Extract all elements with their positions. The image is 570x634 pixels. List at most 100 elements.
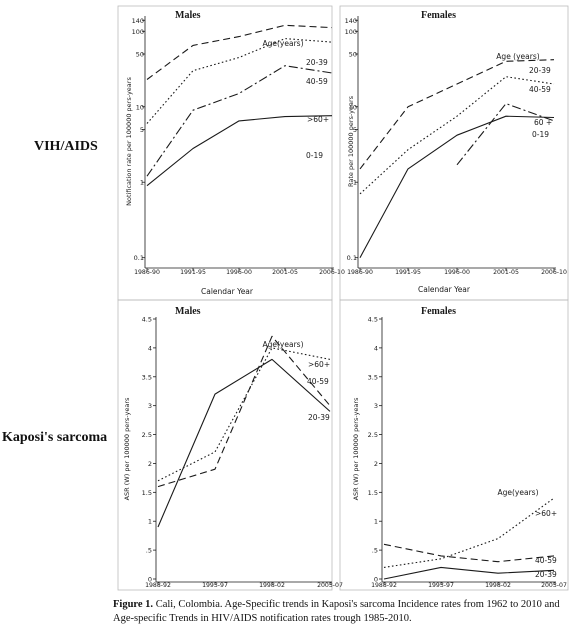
panel-1-y-label: Rate per 100000 pers-years: [347, 95, 355, 187]
panel-1-series-label: 0-19: [532, 130, 549, 139]
panel-1-title: Females: [421, 10, 456, 21]
panel-1-series-line: [359, 76, 555, 195]
panel-1-y-tick-label: 140: [345, 17, 357, 25]
panel-3-y-label: ASR (W) per 100000 pers-years: [352, 397, 360, 500]
panel-3-y-tick-label: 1.5: [368, 489, 378, 497]
panel-3-x-tick-label: 1993-97: [428, 582, 454, 589]
panel-2-x-tick-label: 1993-97: [202, 582, 228, 589]
panel-1-legend-title: Age (years): [496, 52, 539, 61]
panel-1-x-tick-label: 1991-95: [395, 269, 421, 276]
panel-2-frame: [117, 299, 333, 591]
panel-2-series-label: >60+: [308, 360, 330, 369]
panel-1-y-tick-label: 50: [349, 51, 357, 59]
panel-2-x-tick-label: 1988-92: [145, 582, 171, 589]
panel-0-y-tick-label: 5: [140, 126, 144, 134]
panel-3-y-tick-label: 3: [374, 402, 378, 410]
panel-0-y-tick-label: 0.1: [134, 254, 144, 262]
panel-1-x-tick-label: 2001-05: [493, 269, 519, 276]
panel-2-y-tick-label: 1: [148, 518, 152, 526]
panel-2-y-tick-label: 2.5: [142, 431, 152, 439]
panel-1-y-tick-label: 0.1: [347, 254, 357, 262]
panel-1-y-tick-label: 5: [353, 126, 357, 134]
panel-1-x-tick-label: 2006-10: [541, 269, 567, 276]
panel-0-y-label: Notification rate per 100000 pers-years: [125, 77, 133, 206]
panel-0-series-line: [146, 24, 333, 80]
panel-2-legend-title: Age(years): [263, 340, 304, 349]
panel-3-series-label: 20-39: [535, 570, 557, 579]
panel-0-series-label: >60+: [307, 115, 329, 124]
panel-3-y-tick-label: 4: [374, 344, 378, 352]
panel-2-series-line: [157, 347, 331, 482]
panel-1-frame: [339, 5, 569, 301]
panel-2-y-tick-label: 4: [148, 344, 152, 352]
panel-0-series-label: 0-19: [306, 151, 323, 160]
panel-1-y-tick-label: 1: [353, 179, 357, 187]
panel-3-series-label: >60+: [535, 509, 557, 518]
panel-0-series-line: [146, 38, 333, 124]
row-label-kaposi: Kaposi's sarcoma: [2, 430, 108, 445]
panel-3-series-line: [383, 566, 555, 580]
figure-caption: Figure 1. Cali, Colombia. Age-Specific t…: [113, 598, 563, 626]
panel-1-x-tick-label: 1986-90: [347, 269, 373, 276]
panel-0-frame: [117, 5, 333, 301]
panel-0-series-label: 20-39: [306, 58, 328, 67]
panel-3-y-tick-label: .5: [372, 547, 378, 555]
panel-1-y-tick-label: 10: [349, 103, 357, 111]
panel-2-y-tick-label: .5: [146, 547, 152, 555]
panel-3-x-tick-label: 2003-07: [541, 582, 567, 589]
panel-0-y-tick-label: 10: [136, 103, 144, 111]
panel-0-x-tick-label: 1986-90: [134, 269, 160, 276]
panel-3-title: Females: [421, 306, 456, 317]
row-label-hiv: VIH/AIDS: [34, 139, 98, 154]
panel-1-series-line: [359, 115, 555, 258]
panel-3-series-label: 40-59: [535, 556, 557, 565]
panel-2-y-tick-label: 3.5: [142, 373, 152, 381]
panel-3-y-tick-label: 3.5: [368, 373, 378, 381]
panel-2-x-tick-label: 2003-07: [317, 582, 343, 589]
panel-3-series-line: [383, 497, 555, 568]
panel-0-y-tick-label: 100: [132, 28, 144, 36]
panel-2-series-line: [157, 335, 331, 488]
panel-2-series-line: [157, 358, 331, 528]
panel-0-y-tick-label: 1: [140, 179, 144, 187]
panel-3-y-tick-label: 4.5: [368, 316, 378, 324]
panel-2-y-tick-label: 4.5: [142, 316, 152, 324]
panel-2-y-tick-label: 2: [148, 460, 152, 468]
panel-0-x-tick-label: 2006-10: [319, 269, 345, 276]
panel-1-x-tick-label: 1996-00: [444, 269, 470, 276]
panel-0-series-line: [146, 65, 333, 177]
panel-2-title: Males: [175, 306, 201, 317]
panel-3-y-tick-label: 2.5: [368, 431, 378, 439]
panel-3-y-tick-label: 2: [374, 460, 378, 468]
panel-3-series-line: [383, 543, 555, 563]
panel-1-series-label: 40-59: [529, 85, 551, 94]
panel-2-y-tick-label: 0: [148, 576, 152, 584]
panel-1-y-tick-label: 100: [345, 28, 357, 36]
panel-2-x-tick-label: 1998-02: [259, 582, 285, 589]
caption-text: Cali, Colombia. Age-Specific trends in K…: [113, 599, 560, 624]
panel-2-y-label: ASR (W) per 100000 pers-years: [123, 397, 131, 500]
panel-0-y-tick-label: 140: [132, 17, 144, 25]
panel-0-x-label: Calendar Year: [201, 287, 254, 296]
panel-0-y-tick-label: 50: [136, 51, 144, 59]
panel-2-series-label: 40-59: [307, 377, 329, 386]
panel-3-legend-title: Age(years): [498, 488, 539, 497]
panel-3-y-tick-label: 1: [374, 518, 378, 526]
panel-3-x-tick-label: 1998-02: [485, 582, 511, 589]
panel-0-title: Males: [175, 10, 201, 21]
panel-2-y-tick-label: 3: [148, 402, 152, 410]
panel-1-series-label: 60 +: [534, 118, 552, 127]
panel-0-series-line: [146, 115, 333, 187]
panel-2-series-label: 20-39: [308, 413, 330, 422]
panel-3-x-tick-label: 1988-92: [371, 582, 397, 589]
panel-0-series-label: 40-59: [306, 77, 328, 86]
panel-0-x-tick-label: 1991-95: [180, 269, 206, 276]
panel-0-x-tick-label: 1996-00: [226, 269, 252, 276]
panel-1-series-line: [359, 59, 555, 170]
panel-3-frame: [339, 299, 569, 591]
panel-1-series-label: 20-39: [529, 66, 551, 75]
panel-1-x-label: Calendar Year: [418, 285, 471, 294]
panel-0-x-tick-label: 2001-05: [272, 269, 298, 276]
caption-label: Figure 1.: [113, 599, 154, 610]
